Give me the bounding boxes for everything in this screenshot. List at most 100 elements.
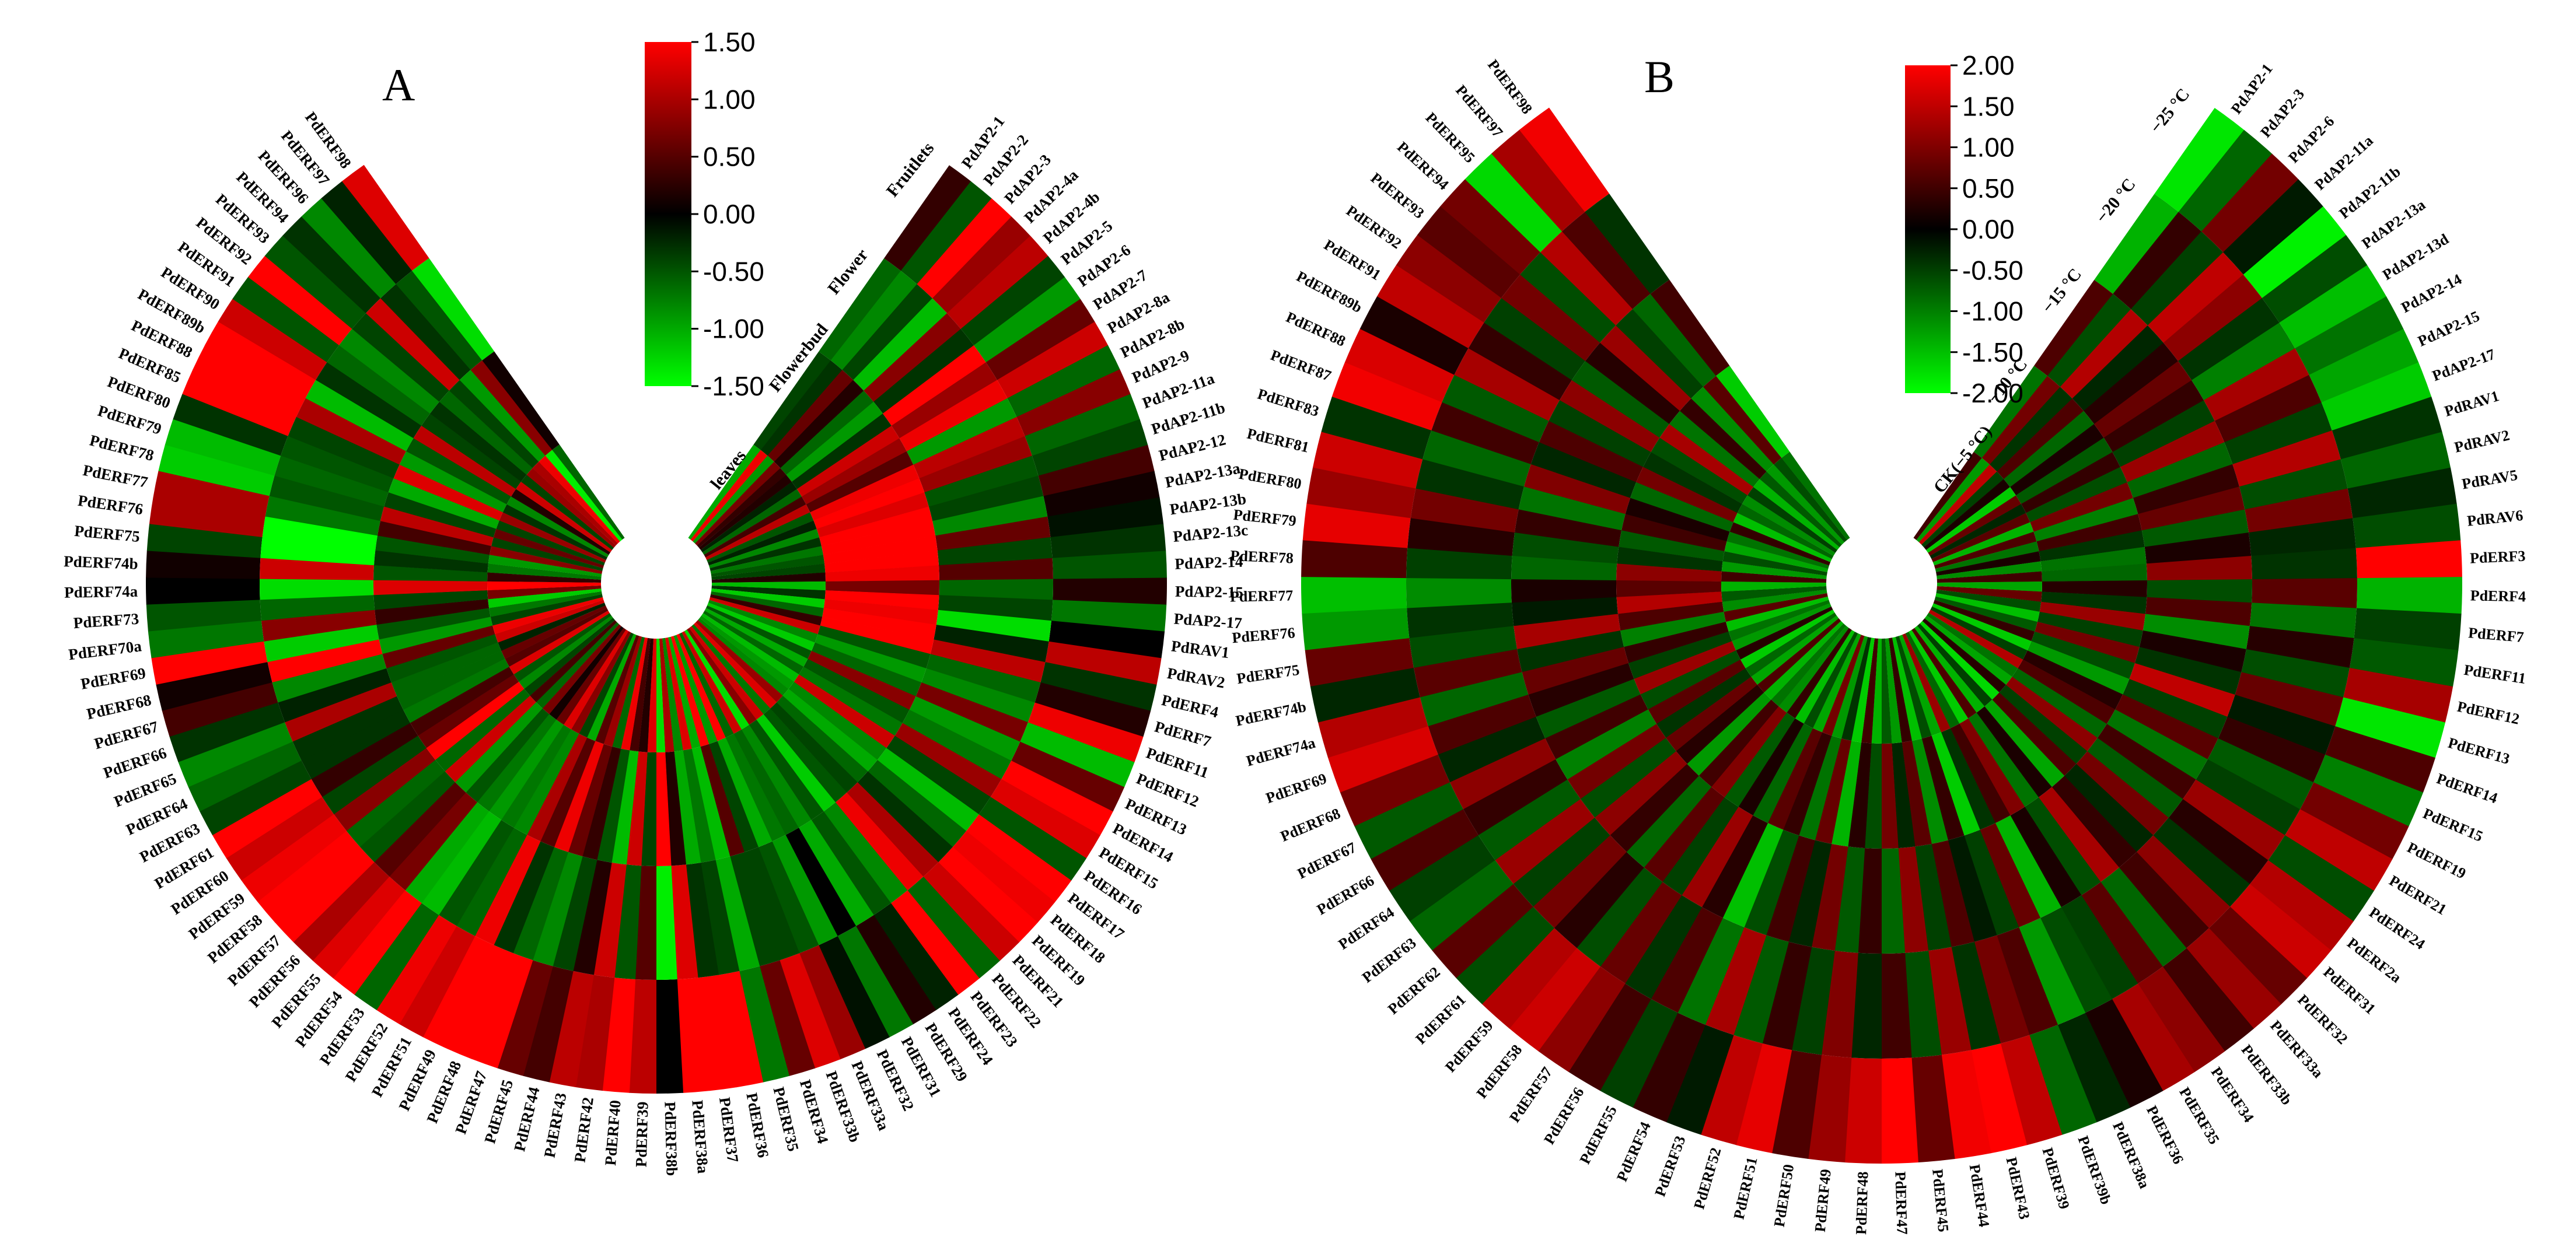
heat-cell-pdrav2-track-2 xyxy=(2239,459,2348,510)
heat-cell-pderf49-track-4 xyxy=(579,632,634,738)
heat-cell-pderf80-track-2 xyxy=(281,436,394,493)
heat-cell-pderf79-track-3 xyxy=(1512,532,1619,564)
heat-cell-pdap2-14-track-1 xyxy=(1052,551,1167,580)
heat-cell-pdrav5-track-1 xyxy=(2347,467,2457,519)
heat-cell-pdap2-2-track-1 xyxy=(900,181,992,285)
heat-cell-pderf36-track-2 xyxy=(700,860,740,975)
heat-cell-pderf74b-track-3 xyxy=(1517,630,1624,672)
gene-label: PdERF81 xyxy=(1245,425,1310,456)
heat-cell-pderf64-track-1 xyxy=(188,741,302,812)
heat-cell-pderf14-track-2 xyxy=(902,709,1012,780)
heat-cell-pderf40-track-2 xyxy=(614,864,642,980)
heat-cell-pderf44-track-4 xyxy=(1902,741,1932,847)
heat-cell-pderf88-track-2 xyxy=(296,398,407,465)
heat-cell-pderf15-track-1 xyxy=(2313,754,2424,827)
heat-cell-pderf52-track-4 xyxy=(1799,735,1842,840)
heat-cell-pderf43-track-2 xyxy=(573,860,612,975)
gene-label: PdERF53 xyxy=(1651,1134,1689,1199)
heat-cell-pderf69-track-2 xyxy=(264,624,379,663)
heat-cell-pderf89b-track-1 xyxy=(205,321,316,398)
heat-cell-pderf33b-track-5 xyxy=(1914,625,1985,713)
heat-cell-pderf29-track-2 xyxy=(798,819,874,926)
heat-cell-pderf92-track-3 xyxy=(430,401,527,482)
track-label: Fruitlets xyxy=(883,139,938,201)
heat-cell-pderf56-track-1 xyxy=(1568,983,1651,1091)
heat-cell-pderf35-track-1 xyxy=(2112,983,2195,1091)
gene-label: PdERF37 xyxy=(716,1096,742,1163)
heat-cell-pderf77-track-2 xyxy=(265,495,380,536)
heat-cell-pderf24-track-4 xyxy=(686,628,757,725)
gene-label: PdERF33a xyxy=(2267,1017,2326,1081)
gene-label: PdERF2a xyxy=(2344,934,2404,986)
heat-cell-pderf64-track-2 xyxy=(292,696,404,761)
heat-cell-pderf45-track-4 xyxy=(603,636,642,747)
gene-label: PdERF78 xyxy=(88,431,155,464)
heat-cell-pderf24-track-2 xyxy=(811,811,892,916)
heat-cell-pderf33a-track-4 xyxy=(676,633,726,741)
colorbar xyxy=(1905,65,1951,393)
heat-cell-pdap2-8a-track-2 xyxy=(899,380,1008,452)
heat-cell-pderf77-track-2 xyxy=(1406,577,1512,608)
heat-cell-pderf43-track-3 xyxy=(1931,840,1974,947)
heat-cell-pderf45-track-1 xyxy=(1911,1055,1955,1163)
heat-cell-pderf56-track-3 xyxy=(1682,806,1753,908)
heat-cell-pderf75-track-4 xyxy=(487,563,602,580)
heat-cell-pderf74a-track-3 xyxy=(1522,646,1629,695)
heat-cell-pdap2-9-track-3 xyxy=(810,464,920,521)
gene-label: PdAP2-15 xyxy=(2415,307,2482,350)
heat-cell-pderf44-track-2 xyxy=(1928,947,1972,1055)
heat-cell-pderf74b-track-2 xyxy=(1413,649,1522,698)
heat-cell-pderf74a-track-5 xyxy=(1725,596,1829,632)
heat-cell-pderf3-track-2 xyxy=(2251,548,2357,580)
gene-label: PdERF33b xyxy=(2238,1041,2296,1108)
heat-cell-pderf54-track-2 xyxy=(405,802,490,903)
heat-cell-pderf35-track-3 xyxy=(691,746,730,860)
heat-cell-pderf68-track-2 xyxy=(267,639,383,683)
heat-cell-pderf63-track-2 xyxy=(1495,798,1595,884)
heat-cell-pderf59-track-4 xyxy=(1698,699,1779,787)
heat-cell-pderf19-track-2 xyxy=(857,771,953,863)
heat-cell-pderf89b-track-2 xyxy=(1454,348,1560,421)
heat-cell-pderf93-track-5 xyxy=(1753,479,1840,550)
heat-cell-pdap2-9-track-2 xyxy=(913,416,1025,479)
heat-cell-pderf78-track-4 xyxy=(491,537,603,572)
gene-label: PdAP2-14 xyxy=(1175,553,1243,573)
heat-cell-pderf42-track-1 xyxy=(575,975,615,1091)
heat-cell-pderf97-track-2 xyxy=(396,270,483,370)
colorbar-tick-label: -1.50 xyxy=(703,371,764,401)
heat-cell-pderf47-track-2 xyxy=(513,847,569,961)
heat-cell-pderf38a-track-2 xyxy=(671,864,698,980)
heat-cell-pderf13-track-3 xyxy=(808,650,916,710)
heat-cell-pderf55-track-4 xyxy=(1753,723,1813,824)
heat-cell-pderf7-track-1 xyxy=(2354,608,2462,651)
heat-cell-pderf15-track-1 xyxy=(990,779,1100,859)
gene-label: PdERF40 xyxy=(602,1099,624,1167)
center-hole xyxy=(602,529,711,637)
heat-cell-pdrav5-track-5 xyxy=(1936,551,2041,576)
heat-cell-pderf63-track-3 xyxy=(1580,737,1676,818)
heat-cell-pderf59-track-1 xyxy=(1481,927,1577,1029)
heat-cell-pderf2a-track-1 xyxy=(2249,860,2354,951)
heat-cell-pderf48-track-3 xyxy=(1858,848,1882,954)
gene-label: PdERF66 xyxy=(1314,872,1377,919)
heat-cell-pderf70a-track-1 xyxy=(148,620,264,658)
heat-cell-pdap2-12-track-1 xyxy=(1038,444,1155,496)
heat-cell-pderf3-track-3 xyxy=(2146,555,2252,581)
heat-cell-pderf80-track-4 xyxy=(496,520,605,566)
heat-cell-pdrav2-track-3 xyxy=(822,608,936,640)
heat-cell-pderf58-track-2 xyxy=(1576,867,1663,967)
heat-cell-pderf47-track-1 xyxy=(1881,1057,1918,1164)
heat-cell-pderf80-track-1 xyxy=(173,393,288,456)
heat-cell-pderf31-track-2 xyxy=(2152,817,2250,908)
colorbar-tick-label: 0.00 xyxy=(703,199,756,229)
heat-cell-pdap2-13d-track-5 xyxy=(1928,495,2022,556)
heat-cell-pderf61-track-3 xyxy=(1610,763,1699,852)
heat-cell-pdap2-14-track-1 xyxy=(2295,296,2404,376)
heat-cell-pderf11-track-1 xyxy=(1027,702,1144,763)
heat-cell-pderf49-track-1 xyxy=(1808,1055,1852,1163)
gene-label: PdERF80 xyxy=(1238,465,1303,493)
heat-cell-pderf94-track-3 xyxy=(1600,325,1691,411)
gene-label: PdERF42 xyxy=(571,1096,597,1163)
heat-cell-pderf32-track-3 xyxy=(2064,763,2154,852)
heat-cell-pderf45-track-3 xyxy=(568,744,613,857)
